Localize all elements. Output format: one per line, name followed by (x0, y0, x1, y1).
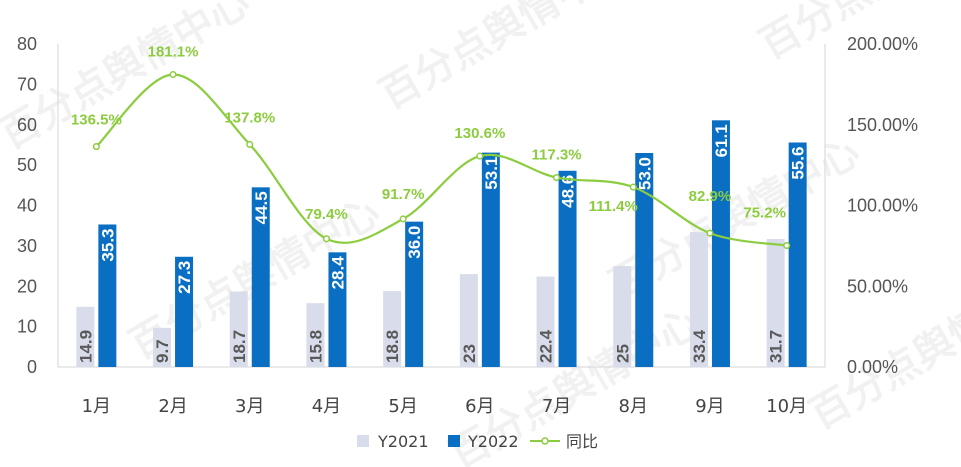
left-tick-label: 30 (17, 236, 37, 256)
yoy-label: 130.6% (454, 125, 505, 142)
bar-label-y2022: 48.6 (559, 175, 578, 208)
x-tick-label: 2月 (158, 396, 187, 417)
bar-label-y2022: 35.3 (98, 228, 117, 261)
left-tick-label: 50 (17, 155, 37, 175)
right-tick-label: 50.00% (847, 276, 908, 296)
bar-label-y2021: 15.8 (306, 330, 325, 363)
yoy-label: 137.8% (224, 109, 275, 126)
bar-label-y2022: 27.3 (175, 261, 194, 294)
legend: Y2021 Y2022 同比 (357, 432, 598, 451)
bar-y2021 (229, 291, 248, 367)
legend-swatch-y2021 (357, 435, 369, 447)
x-tick-label: 4月 (312, 396, 341, 417)
bar-y2022 (788, 142, 807, 367)
left-tick-label: 60 (17, 115, 37, 135)
left-tick-label: 70 (17, 74, 37, 94)
legend-label-y2021: Y2021 (377, 432, 429, 451)
yoy-point (399, 215, 407, 223)
bar-y2021 (689, 232, 708, 367)
legend-label-yoy: 同比 (566, 432, 598, 451)
axes: 0 10 20 30 40 50 60 70 80 0.00% 50.00% 100.00% 150.0… (17, 34, 918, 417)
left-tick-label: 40 (17, 196, 37, 216)
bars: 14.9 35.3 9.7 27.3 18.7 44.5 15.8 28.4 18.8 36.0 2… (76, 120, 808, 367)
yoy-point (783, 242, 791, 250)
bar-label-y2022: 61.1 (712, 124, 731, 157)
bar-label-y2021: 9.7 (153, 339, 172, 363)
bar-y2021 (536, 276, 555, 367)
bar-y2022 (711, 120, 730, 367)
bar-label-y2021: 14.9 (76, 330, 95, 363)
bar-y2021 (459, 274, 478, 367)
yoy-point (553, 174, 561, 182)
bar-y2021 (613, 266, 632, 367)
bar-label-y2022: 53.0 (635, 157, 654, 190)
bar-y2022 (405, 221, 424, 367)
bar-y2022 (481, 152, 500, 367)
left-tick-label: 0 (27, 357, 37, 377)
left-tick-label: 20 (17, 276, 37, 296)
yoy-point (706, 229, 714, 237)
bar-label-y2022: 55.6 (789, 147, 808, 180)
bar-y2021 (766, 239, 785, 367)
yoy-line-path (95, 73, 787, 247)
yoy-label: 136.5% (71, 112, 122, 129)
bar-y2021 (383, 291, 402, 367)
x-tick-label: 3月 (235, 396, 264, 417)
bar-y2021 (153, 327, 172, 367)
x-tick-label: 9月 (695, 396, 724, 417)
bar-label-y2021: 18.8 (383, 330, 402, 363)
bar-y2022 (328, 252, 347, 367)
bar-label-y2021: 22.4 (537, 329, 556, 363)
x-tick-label: 6月 (465, 396, 494, 417)
bar-y2022 (175, 256, 194, 367)
yoy-point (92, 143, 100, 151)
yoy-label: 91.7% (382, 186, 425, 203)
bar-label-y2022: 28.4 (328, 256, 347, 290)
bar-label-y2022: 44.5 (252, 191, 271, 224)
yoy-point (322, 235, 331, 243)
x-tick-label: 1月 (82, 396, 111, 417)
yoy-point (629, 183, 637, 191)
legend-label-y2022: Y2022 (467, 432, 519, 451)
watermark-text: 百分点舆情中心 (372, 0, 637, 119)
x-tick-label: 10月 (766, 396, 807, 417)
x-tick-label: 5月 (388, 396, 417, 417)
yoy-label: 111.4% (589, 198, 638, 215)
yoy-label: 181.1% (148, 44, 199, 61)
right-tick-label: 100.00% (847, 196, 918, 216)
bar-label-y2021: 31.7 (767, 330, 786, 363)
right-tick-label: 0.00% (847, 357, 898, 377)
bar-label-y2022: 36.0 (405, 226, 424, 259)
bar-y2022 (635, 153, 654, 367)
bar-y2021 (306, 303, 325, 367)
bar-y2022 (98, 224, 117, 367)
yoy-label: 75.2% (743, 205, 786, 222)
bar-label-y2022: 53.1 (482, 157, 501, 190)
bar-label-y2021: 18.7 (230, 330, 249, 363)
legend-marker-yoy (541, 437, 549, 445)
x-tick-label: 7月 (542, 396, 571, 417)
bar-y2021 (76, 306, 95, 367)
yoy-label: 117.3% (532, 147, 582, 164)
bar-label-y2021: 33.4 (690, 329, 709, 363)
bar-y2022 (251, 187, 270, 367)
right-tick-label: 150.00% (847, 115, 918, 135)
yoy-label: 82.9% (689, 188, 732, 205)
yoy-point (476, 152, 484, 160)
right-tick-label: 200.00% (847, 34, 918, 54)
watermark-text: 百分点舆情中心 (0, 0, 257, 159)
yoy-label: 79.4% (305, 206, 348, 223)
legend-swatch-y2022 (448, 435, 460, 447)
x-tick-label: 8月 (619, 396, 648, 417)
yoy-line: 136.5% 181.1% 137.8% 79.4% 91.7% 130.6% 117.3%… (71, 44, 791, 250)
yoy-point (246, 140, 254, 149)
yoy-point (169, 70, 177, 79)
left-tick-label: 10 (17, 317, 37, 337)
bar-label-y2021: 25 (613, 344, 632, 363)
left-tick-label: 80 (17, 34, 37, 54)
bar-y2022 (558, 170, 577, 367)
bar-label-y2021: 23 (460, 344, 479, 363)
